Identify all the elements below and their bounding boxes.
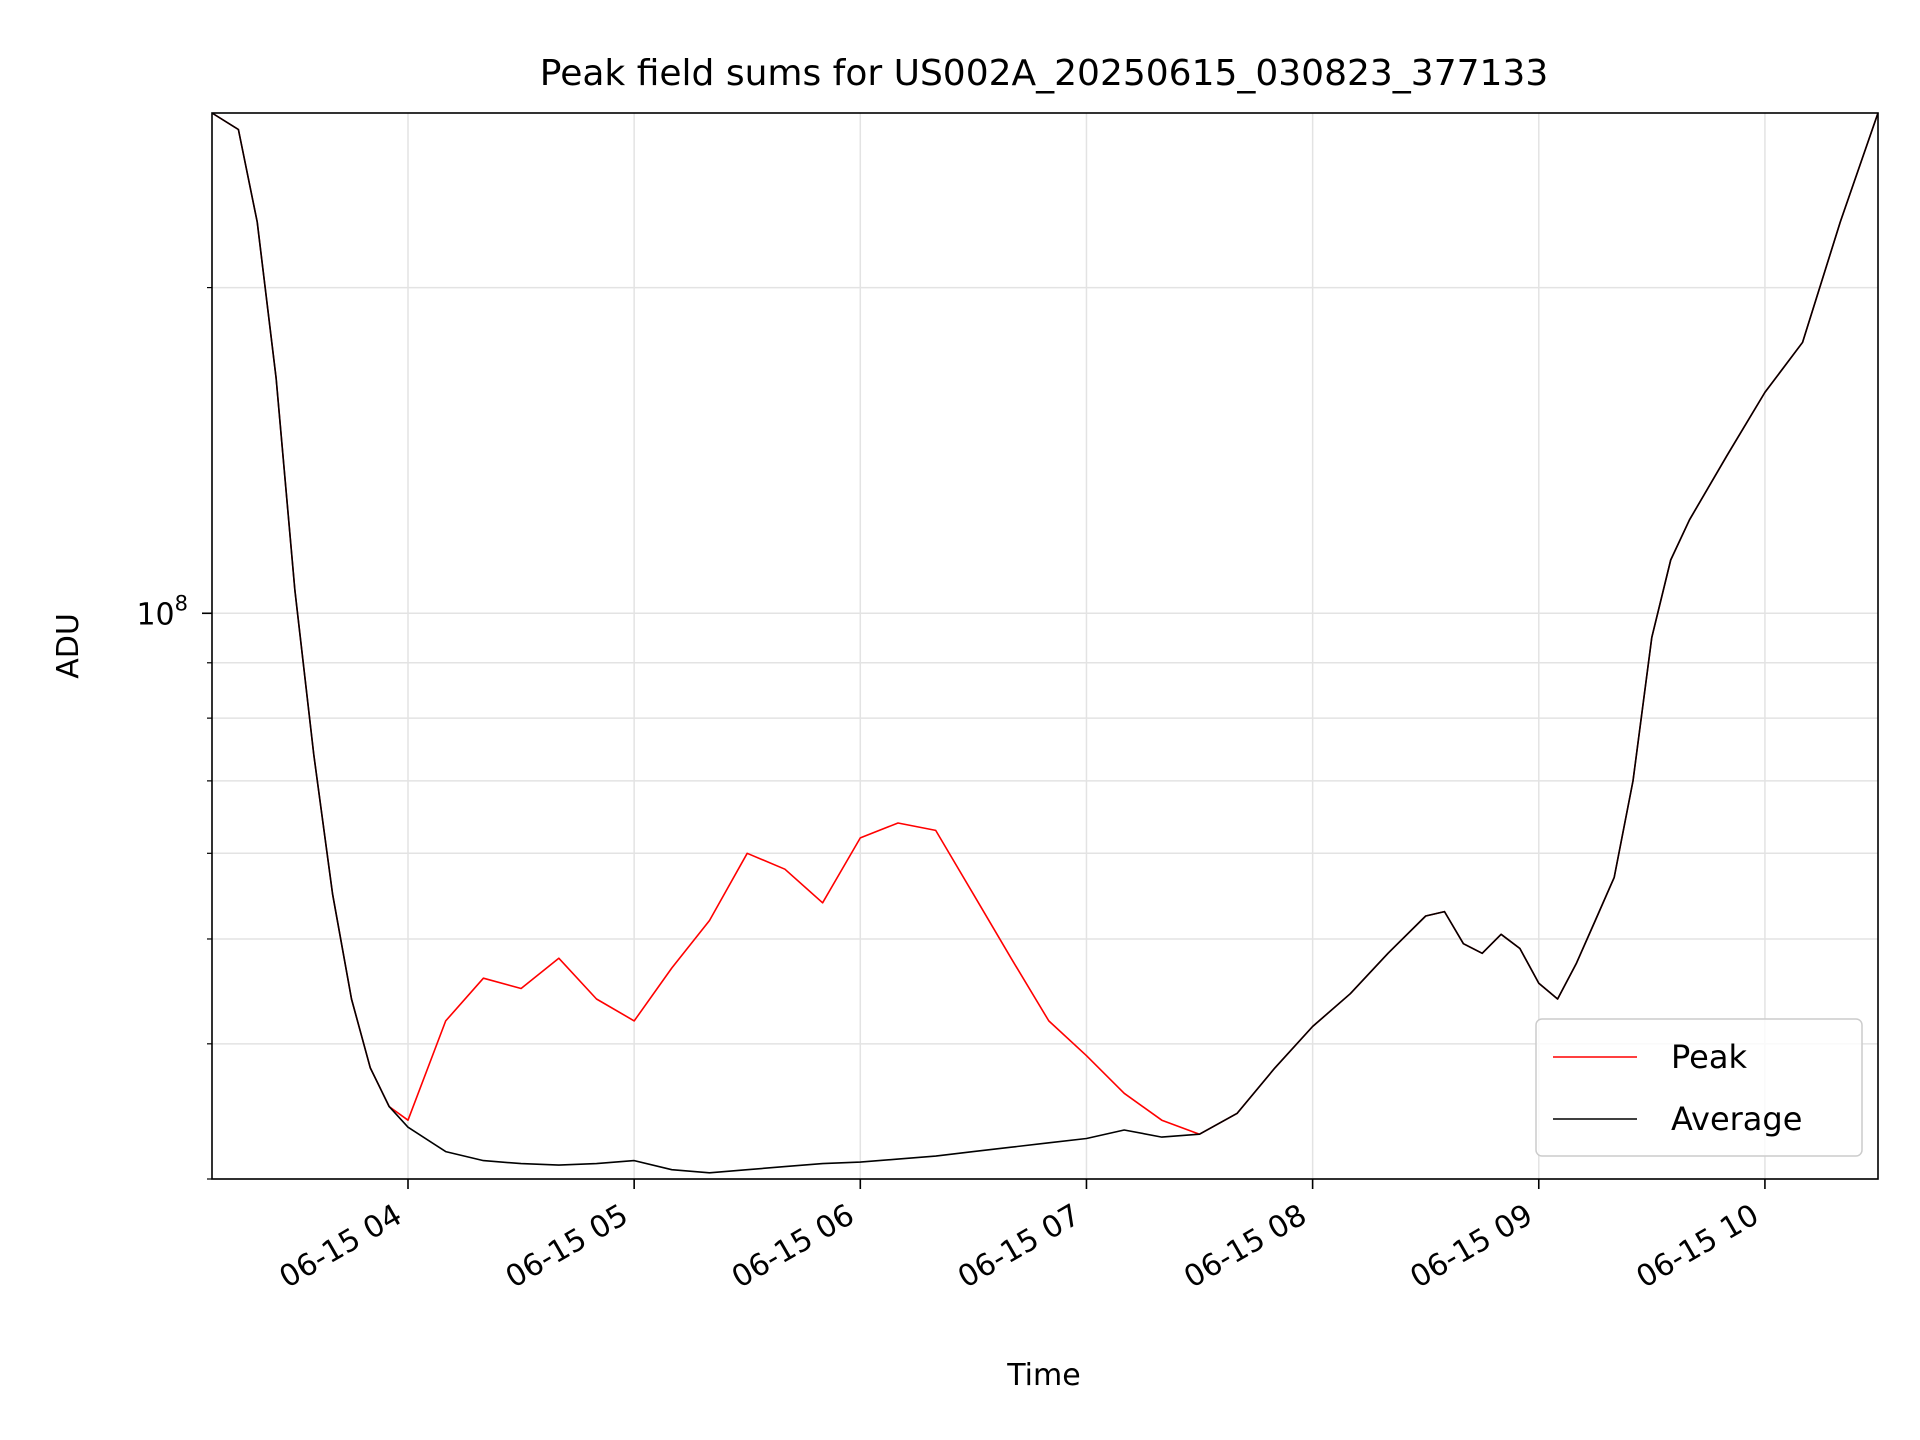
series-line-average (211, 112, 1879, 1174)
grid (212, 113, 1878, 1180)
legend-box (1535, 1018, 1863, 1157)
y-axis-label: ADU (51, 613, 86, 679)
series-layer (211, 112, 1879, 1174)
x-axis-label: Time (1006, 1358, 1080, 1393)
y-axis: 108 (136, 286, 212, 1180)
chart-title: Peak field sums for US002A_20250615_0308… (540, 53, 1548, 94)
legend-label-peak: Peak (1671, 1038, 1747, 1076)
plot-frame (211, 112, 1879, 1180)
legend: Peak Average (1535, 1018, 1863, 1157)
legend-label-average: Average (1671, 1100, 1802, 1138)
y-tick-label: 108 (136, 591, 188, 632)
